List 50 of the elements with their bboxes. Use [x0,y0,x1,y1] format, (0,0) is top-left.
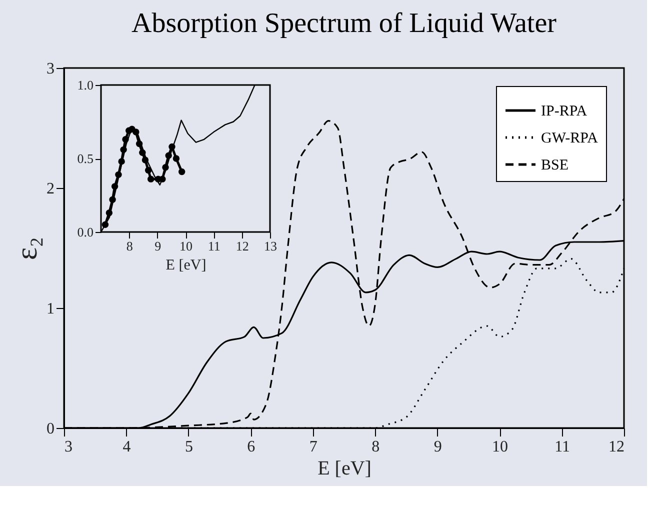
point [106,210,113,216]
x-tick-label: 9 [154,238,162,254]
point [165,152,172,159]
x-axis-title: E [eV] [166,258,206,274]
x-tick-label: 10 [180,238,192,254]
x-tick-label: 12 [608,438,624,456]
x-tick-label: 9 [434,438,442,456]
point [111,183,118,190]
legend-label: GW-RPA [541,130,598,146]
legend-label: IP-RPA [541,104,588,120]
point [172,155,180,162]
point [122,136,129,143]
y-tick-label: 1.0 [77,78,94,92]
x-tick-label: 13 [264,238,277,254]
x-tick-label: 11 [554,438,570,456]
x-tick-label: 5 [184,438,193,456]
point [142,156,149,164]
point [136,140,143,148]
x-tick-label: 3 [64,438,72,456]
legend-label: BSE [541,158,569,174]
point [132,128,140,136]
point [162,164,169,171]
x-tick-label: 8 [126,238,133,254]
x-tick-label: 12 [236,238,249,254]
x-tick-label: 8 [372,438,380,456]
point [109,196,116,204]
y-tick-label: 3 [46,60,54,78]
point [115,171,122,178]
x-tick-label: 7 [309,438,318,456]
x-tick-label: 10 [492,438,508,456]
x-tick-label: 4 [122,438,131,456]
chart-title: Absorption Spectrum of Liquid Water [132,8,558,39]
y-tick-label: 0.0 [77,224,94,240]
y-axis-title: ε₂ [10,236,44,260]
x-axis-title: E [eV] [318,458,372,480]
y-tick-label: 1 [46,300,54,318]
point [102,221,109,228]
x-tick-label: 11 [208,238,220,254]
point [168,143,176,150]
point [159,176,166,182]
point [120,146,127,154]
x-tick-label: 6 [247,438,256,456]
y-tick-label: 0.5 [77,151,94,166]
point [139,149,146,156]
y-tick-label: 2 [46,180,54,198]
point [118,158,125,165]
point [148,176,154,182]
point [144,166,152,174]
point [178,168,186,176]
y-tick-label: 0 [46,420,54,438]
